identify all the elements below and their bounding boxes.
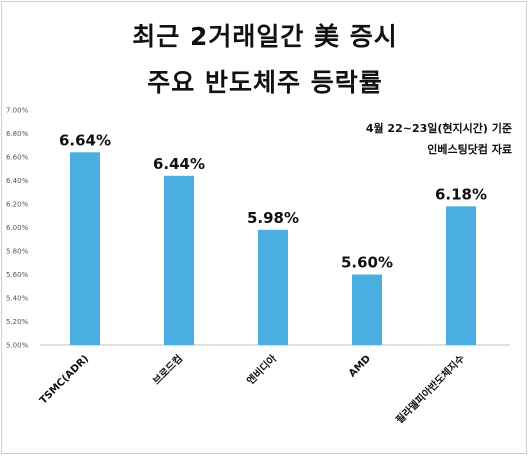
bars <box>70 152 476 345</box>
bar <box>164 175 194 345</box>
y-tick-label: 5.20% <box>6 318 29 326</box>
y-tick-label: 5.00% <box>6 342 29 350</box>
y-tick-label: 6.40% <box>6 177 29 185</box>
y-tick-label: 6.00% <box>6 224 29 232</box>
value-label: 6.18% <box>435 185 487 203</box>
y-axis-ticks: 5.00% 5.20% 5.40% 5.60% 5.80% 6.00% 6.20% 6.40%… <box>6 107 29 350</box>
category-label: TSMC(ADR) <box>38 353 91 406</box>
category-label: AMD <box>347 353 373 379</box>
y-tick-label: 5.80% <box>6 248 29 256</box>
source-annotation: 인베스팅닷컴 자료 <box>427 143 512 156</box>
value-label: 6.64% <box>59 131 111 149</box>
category-label: 필라델피아반도체지수 <box>393 352 467 426</box>
category-labels: TSMC(ADR) 브로드컴 엔비디아 AMD 필라델피아반도체지수 <box>38 351 467 426</box>
value-label: 5.98% <box>247 209 299 227</box>
date-annotation: 4월 22~23일(현지시간) 기준 <box>365 122 512 135</box>
chart-title: 최근 2거래일간 美 증시 <box>132 22 398 51</box>
bar <box>352 274 382 345</box>
value-labels: 6.64% 6.44% 5.98% 5.60% 6.18% <box>59 131 487 271</box>
y-tick-label: 6.60% <box>6 154 29 162</box>
category-label: 엔비디아 <box>244 351 280 387</box>
bar <box>258 229 288 345</box>
chart-subtitle: 주요 반도체주 등락률 <box>147 68 383 97</box>
value-label: 6.44% <box>153 155 205 173</box>
y-tick-label: 7.00% <box>6 107 29 115</box>
category-label: 브로드컴 <box>151 353 186 388</box>
bar <box>446 206 476 345</box>
y-tick-label: 6.20% <box>6 201 29 209</box>
value-label: 5.60% <box>341 254 393 272</box>
bar <box>70 152 100 345</box>
y-tick-label: 5.40% <box>6 295 29 303</box>
y-tick-label: 6.80% <box>6 130 29 138</box>
y-tick-label: 5.60% <box>6 271 29 279</box>
